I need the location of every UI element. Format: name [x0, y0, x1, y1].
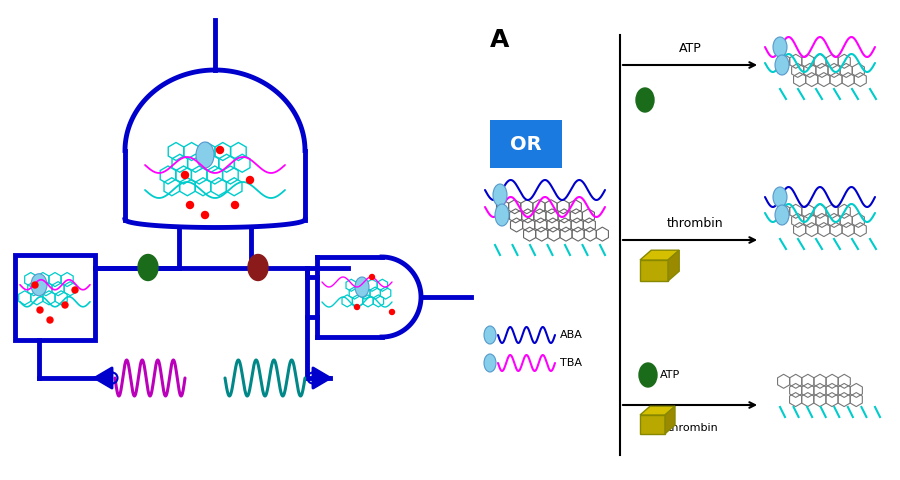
Polygon shape: [640, 250, 680, 260]
Circle shape: [186, 202, 194, 208]
Text: TBA: TBA: [560, 358, 582, 368]
Ellipse shape: [636, 88, 654, 112]
Ellipse shape: [775, 205, 789, 225]
Circle shape: [231, 202, 239, 208]
Ellipse shape: [248, 254, 268, 280]
Text: ATP: ATP: [679, 42, 701, 55]
Text: thrombin: thrombin: [667, 217, 724, 230]
Circle shape: [32, 282, 38, 288]
Circle shape: [47, 317, 53, 323]
Ellipse shape: [484, 326, 496, 344]
Bar: [490, 120, 562, 168]
Polygon shape: [668, 250, 680, 281]
Polygon shape: [640, 415, 665, 434]
Ellipse shape: [775, 55, 789, 75]
Polygon shape: [640, 406, 675, 415]
Text: A: A: [490, 28, 509, 52]
Ellipse shape: [495, 204, 509, 226]
Ellipse shape: [493, 184, 507, 206]
Circle shape: [202, 212, 209, 218]
Ellipse shape: [196, 142, 214, 168]
Ellipse shape: [639, 363, 657, 387]
Ellipse shape: [773, 37, 787, 57]
Circle shape: [182, 171, 188, 179]
Ellipse shape: [773, 187, 787, 207]
Circle shape: [247, 177, 254, 183]
Polygon shape: [313, 368, 330, 388]
Text: ABA: ABA: [560, 330, 583, 340]
Polygon shape: [95, 368, 112, 388]
Ellipse shape: [138, 254, 158, 280]
Circle shape: [72, 287, 78, 293]
Ellipse shape: [31, 274, 47, 296]
Circle shape: [390, 310, 394, 314]
Ellipse shape: [355, 277, 369, 297]
Text: ATP: ATP: [660, 370, 680, 380]
Polygon shape: [640, 260, 668, 281]
Circle shape: [62, 302, 68, 308]
Bar: [15, 255, 95, 340]
Ellipse shape: [484, 354, 496, 372]
Circle shape: [217, 146, 223, 154]
Circle shape: [355, 304, 359, 310]
Polygon shape: [665, 406, 675, 434]
Circle shape: [370, 275, 374, 279]
Circle shape: [37, 307, 43, 313]
Text: OR: OR: [510, 134, 542, 154]
Text: thrombin: thrombin: [668, 423, 719, 433]
